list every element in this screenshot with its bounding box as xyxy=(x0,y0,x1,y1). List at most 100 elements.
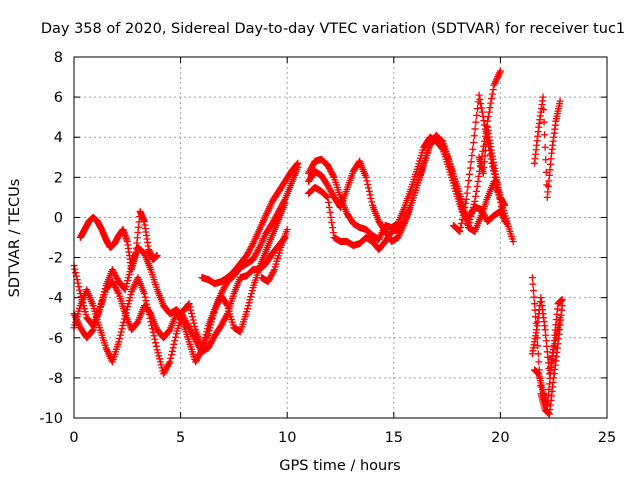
data-marker xyxy=(155,352,163,360)
data-marker xyxy=(245,299,253,307)
data-marker xyxy=(112,284,120,292)
data-point xyxy=(249,256,257,264)
data-marker xyxy=(167,354,175,362)
data-marker xyxy=(325,163,333,171)
data-marker xyxy=(465,177,473,185)
data-marker xyxy=(160,368,168,376)
data-marker xyxy=(529,280,537,288)
data-marker xyxy=(268,270,276,278)
data-marker xyxy=(100,288,108,296)
data-marker xyxy=(110,281,118,289)
data-marker xyxy=(112,273,120,281)
data-marker xyxy=(218,320,226,328)
data-point xyxy=(456,227,464,235)
series-track-5 xyxy=(198,159,302,288)
data-marker xyxy=(270,216,278,224)
y-tick-label: -8 xyxy=(49,371,63,387)
data-marker xyxy=(116,335,124,343)
data-marker xyxy=(79,299,87,307)
data-marker xyxy=(448,169,456,177)
data-marker xyxy=(220,285,228,293)
data-marker xyxy=(254,247,262,255)
data-marker xyxy=(458,215,466,223)
data-marker xyxy=(124,300,132,308)
data-marker xyxy=(151,335,159,343)
data-points xyxy=(70,67,566,418)
data-marker xyxy=(400,218,408,226)
data-marker xyxy=(156,358,164,366)
data-marker xyxy=(188,313,196,321)
data-marker xyxy=(124,274,132,282)
data-marker xyxy=(120,315,128,323)
data-marker xyxy=(500,214,508,222)
data-marker xyxy=(168,351,176,359)
data-marker xyxy=(473,105,481,113)
series-track-11 xyxy=(475,123,509,209)
data-marker xyxy=(329,172,337,180)
data-marker xyxy=(186,303,194,311)
data-marker xyxy=(149,328,157,336)
data-marker xyxy=(461,199,469,207)
data-marker xyxy=(119,321,127,329)
data-point xyxy=(445,157,453,165)
data-point xyxy=(185,300,193,308)
data-marker xyxy=(206,324,214,332)
data-point xyxy=(140,290,148,298)
data-marker xyxy=(486,104,494,112)
data-marker xyxy=(306,166,314,174)
data-marker xyxy=(457,223,465,231)
data-marker xyxy=(184,321,192,329)
data-marker xyxy=(184,322,192,330)
data-marker xyxy=(123,306,131,314)
data-marker xyxy=(183,319,191,327)
data-marker xyxy=(449,172,457,180)
data-marker xyxy=(328,189,336,197)
data-marker xyxy=(157,361,165,369)
data-marker xyxy=(457,219,465,227)
data-marker xyxy=(267,272,275,280)
data-marker xyxy=(207,321,215,329)
data-marker xyxy=(329,228,337,236)
data-marker xyxy=(81,308,89,316)
data-marker xyxy=(459,211,467,219)
data-marker xyxy=(485,108,493,116)
data-marker xyxy=(535,358,543,366)
data-marker xyxy=(488,95,496,103)
data-marker xyxy=(448,166,456,174)
data-point xyxy=(204,330,212,338)
data-marker xyxy=(148,325,156,333)
data-marker xyxy=(113,275,121,283)
data-marker xyxy=(143,300,151,308)
data-marker xyxy=(164,362,172,370)
data-point xyxy=(464,221,472,229)
data-marker xyxy=(367,194,375,202)
data-marker xyxy=(265,276,273,284)
data-marker xyxy=(112,285,120,293)
data-point xyxy=(496,67,504,75)
x-tick-label: 15 xyxy=(385,430,403,446)
data-marker xyxy=(222,281,230,289)
data-marker xyxy=(187,306,195,314)
data-marker xyxy=(364,180,372,188)
data-marker xyxy=(163,364,171,372)
data-marker xyxy=(243,250,251,258)
data-point xyxy=(558,302,566,310)
data-marker xyxy=(248,241,256,249)
data-marker xyxy=(474,177,482,185)
data-marker xyxy=(113,287,121,295)
data-marker xyxy=(182,318,190,326)
data-marker xyxy=(251,253,259,261)
y-tick-label: 4 xyxy=(54,130,63,146)
data-marker xyxy=(116,331,124,339)
data-marker xyxy=(364,184,372,192)
data-marker xyxy=(220,317,228,325)
series-track-2 xyxy=(70,199,289,378)
data-marker xyxy=(541,143,549,151)
data-marker xyxy=(76,286,84,294)
data-marker xyxy=(221,314,229,322)
data-marker xyxy=(205,342,213,350)
data-point xyxy=(533,326,541,334)
data-marker xyxy=(325,198,333,206)
data-marker xyxy=(328,218,336,226)
